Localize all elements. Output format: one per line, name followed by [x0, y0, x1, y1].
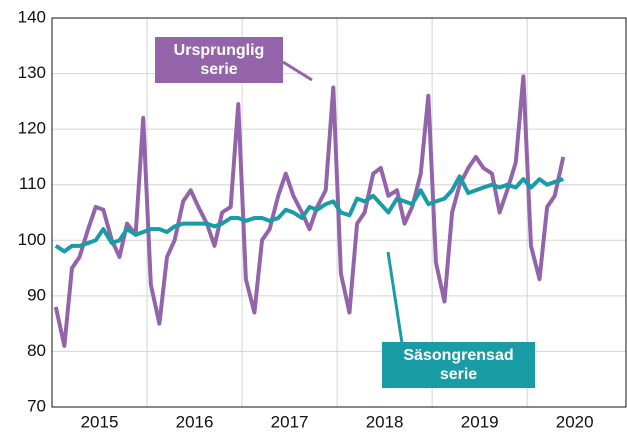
series-label: Ursprunglig serie: [155, 37, 283, 83]
x-tick-label: 2020: [556, 412, 594, 431]
y-tick-label: 70: [27, 396, 46, 415]
x-tick-label: 2016: [176, 412, 214, 431]
y-tick-label: 110: [19, 174, 46, 193]
y-tick-label: 140: [18, 7, 46, 26]
x-tick-label: 2015: [81, 412, 119, 431]
series-label: Säsongrensad serie: [382, 342, 535, 388]
y-tick-label: 80: [27, 341, 46, 360]
y-tick-label: 100: [18, 230, 46, 249]
label-connector: [282, 60, 313, 82]
label-connector: [386, 251, 404, 344]
data-line: [53, 74, 566, 348]
x-tick-label: 2017: [271, 412, 309, 431]
y-tick-label: 90: [27, 285, 46, 304]
x-tick-label: 2019: [461, 412, 499, 431]
y-tick-label: 120: [18, 119, 46, 138]
plot-frame: [51, 17, 627, 408]
y-tick-label: 130: [18, 63, 46, 82]
data-line: [54, 174, 564, 254]
x-tick-label: 2018: [366, 412, 404, 431]
